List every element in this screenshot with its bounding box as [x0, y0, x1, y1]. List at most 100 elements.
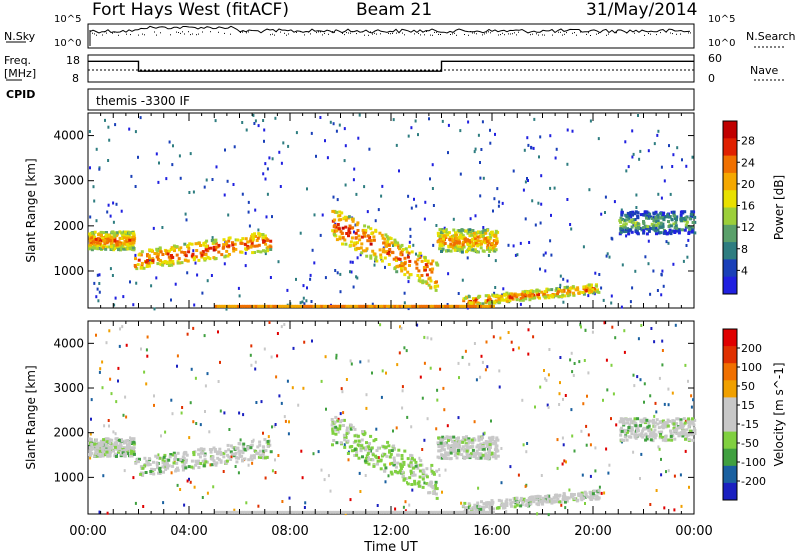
echo-cell [631, 210, 635, 214]
echo-cell [416, 466, 420, 470]
scatter-cell [387, 474, 390, 478]
echo-cell [219, 451, 223, 454]
echo-cell [429, 262, 433, 266]
echo-cell [415, 266, 419, 270]
echo-cell [626, 211, 630, 215]
echo-cell [619, 230, 623, 234]
scatter-cell [668, 144, 670, 148]
scatter-cell [176, 483, 179, 487]
echo-cell [89, 241, 93, 245]
nsearch-point [634, 32, 635, 34]
echo-cell [669, 434, 673, 438]
nsearch-point [94, 33, 95, 35]
scatter-cell [627, 165, 630, 169]
nsearch-label: N.Search [746, 30, 796, 43]
ground-scatter-cell [312, 510, 316, 514]
echo-cell [411, 471, 415, 474]
ground-scatter-cell [418, 510, 422, 514]
echo-cell [89, 438, 93, 442]
echo-cell [369, 242, 373, 246]
echo-cell [170, 254, 173, 257]
echo-cell [476, 443, 480, 447]
echo-cell [110, 239, 114, 243]
echo-cell [161, 461, 165, 465]
echo-cell [465, 456, 469, 459]
scatter-cell [580, 429, 583, 433]
echo-cell [176, 458, 180, 462]
echo-cell [251, 236, 255, 240]
echo-cell [494, 294, 498, 298]
scatter-cell [640, 324, 643, 327]
scatter-cell [688, 485, 690, 489]
echo-cell [677, 231, 681, 235]
echo-cell [483, 456, 487, 460]
scatter-cell [152, 226, 155, 230]
scatter-cell [206, 491, 209, 495]
echo-cell [678, 433, 682, 437]
echo-cell [334, 415, 338, 419]
scatter-cell [254, 119, 257, 123]
echo-cell [453, 445, 457, 449]
scatter-cell [132, 303, 135, 307]
echo-cell [167, 255, 171, 259]
echo-cell [350, 445, 354, 448]
echo-cell [648, 419, 652, 423]
scatter-cell [661, 363, 664, 367]
echo-cell [347, 227, 351, 231]
echo-cell [484, 294, 488, 298]
nsearch-point [660, 32, 661, 34]
echo-cell [196, 462, 199, 466]
scatter-cell [97, 299, 100, 303]
echo-cell [488, 440, 491, 444]
scatter-cell [561, 436, 564, 440]
echo-cell [468, 456, 472, 460]
echo-cell [670, 438, 674, 442]
ground-scatter-cell [343, 510, 346, 514]
scatter-cell [98, 290, 101, 294]
x-tick-label: 16:00 [473, 524, 510, 539]
scatter-cell [168, 140, 171, 144]
echo-cell [141, 466, 145, 470]
scatter-cell [212, 485, 215, 489]
scatter-cell [219, 360, 221, 364]
echo-cell [493, 233, 497, 237]
ground-scatter-cell [476, 304, 480, 308]
echo-cell [556, 290, 560, 294]
echo-cell [488, 502, 492, 506]
echo-cell [367, 445, 371, 449]
nsearch-point [482, 34, 483, 36]
echo-cell [349, 243, 352, 247]
echo-cell [251, 233, 254, 237]
nsearch-point [688, 32, 689, 34]
echo-cell [250, 440, 254, 443]
scatter-cell [178, 154, 181, 158]
ground-scatter-cell [466, 304, 470, 308]
echo-cell [453, 245, 457, 249]
nsearch-point [296, 31, 297, 33]
scatter-cell [211, 178, 214, 181]
echo-cell [630, 230, 634, 234]
ground-scatter-cell [492, 510, 495, 514]
echo-cell [167, 249, 171, 253]
echo-cell [495, 506, 499, 510]
echo-cell [209, 457, 213, 461]
echo-cell [209, 455, 213, 459]
scatter-cell [170, 471, 173, 475]
scatter-cell [217, 380, 220, 383]
scatter-cell [647, 262, 650, 266]
echo-cell [88, 450, 92, 454]
echo-cell [504, 293, 507, 297]
echo-cell [494, 229, 498, 233]
echo-cell [634, 226, 638, 230]
ground-scatter-cell [375, 304, 379, 308]
echo-cell [693, 231, 697, 235]
scatter-cell [170, 398, 173, 402]
echo-cell [347, 431, 351, 435]
echo-cell [369, 434, 373, 438]
scatter-cell [245, 501, 248, 505]
nsearch-point [648, 33, 649, 34]
echo-cell [386, 440, 390, 444]
scatter-cell [492, 335, 495, 339]
scatter-cell [305, 299, 308, 303]
scatter-cell [483, 431, 486, 435]
